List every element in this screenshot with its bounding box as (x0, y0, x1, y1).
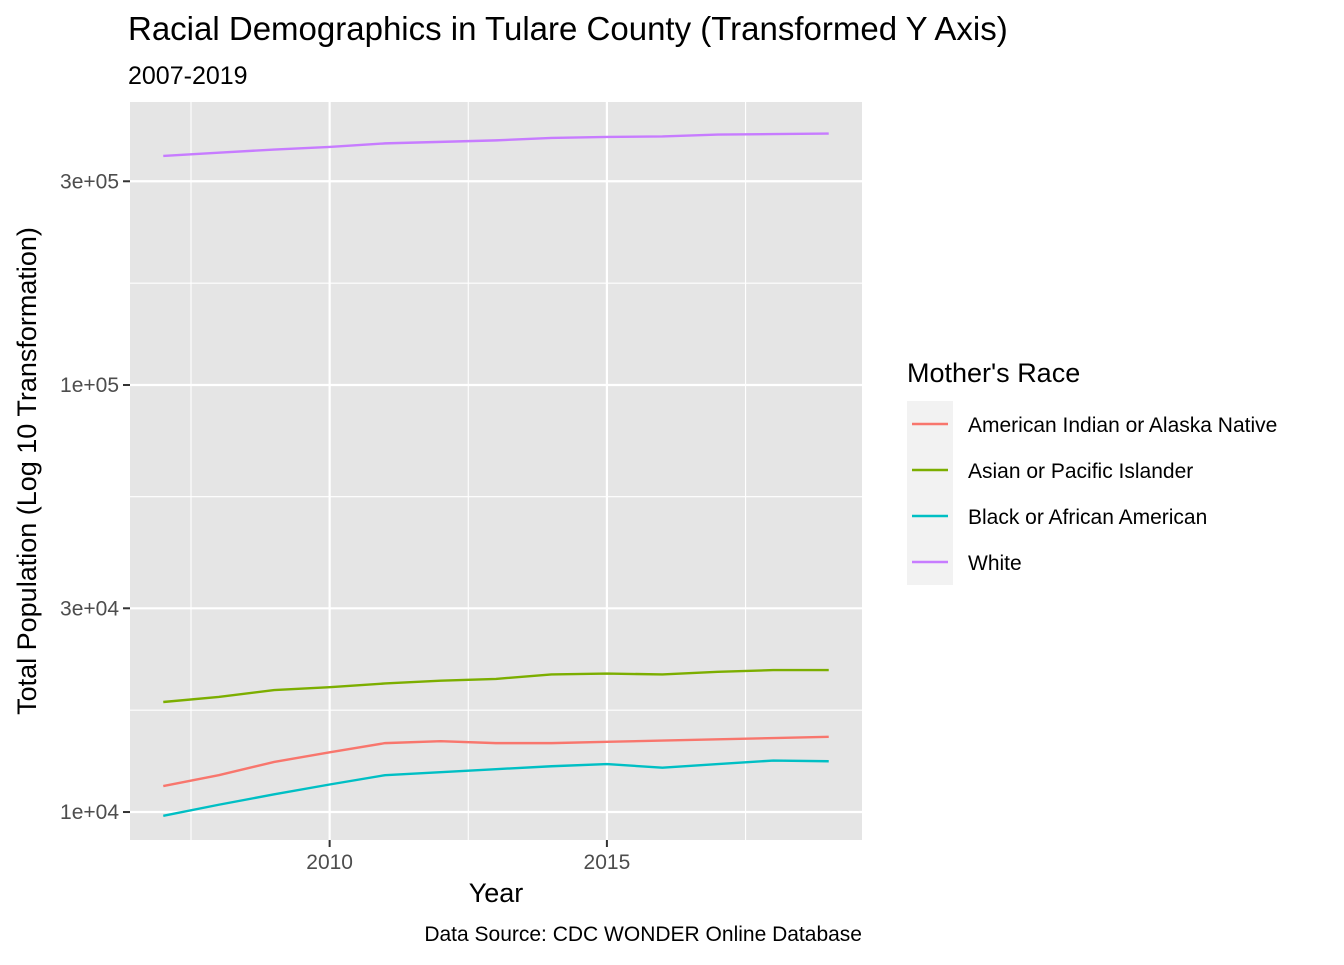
x-axis-title: Year (469, 878, 524, 908)
x-tick-label: 2015 (584, 851, 631, 874)
series-line-1 (163, 668, 829, 704)
chart-title: Racial Demographics in Tulare County (Tr… (128, 10, 1008, 47)
series-line-3 (163, 132, 829, 158)
series-line-2 (163, 759, 829, 817)
grid-minor (130, 102, 862, 840)
chart-caption: Data Source: CDC WONDER Online Database (424, 923, 862, 946)
legend: Mother's Race American Indian or Alaska … (907, 358, 1277, 585)
y-tick-label: 1e+05 (60, 374, 119, 397)
x-tick-label: 2010 (306, 851, 353, 874)
series-layer (163, 132, 829, 817)
chart-subtitle: 2007-2019 (128, 62, 248, 90)
y-tick-label: 1e+04 (60, 801, 119, 824)
grid-major (130, 102, 862, 840)
legend-item-label: Black or African American (968, 506, 1207, 529)
legend-item-label: American Indian or Alaska Native (968, 414, 1277, 437)
legend-item-label: White (968, 552, 1022, 575)
y-axis-title: Total Population (Log 10 Transformation) (12, 227, 42, 715)
legend-keys-background (907, 401, 953, 585)
legend-title: Mother's Race (907, 358, 1080, 388)
y-tick-label: 3e+05 (60, 170, 119, 193)
y-axis: 1e+04 3e+04 1e+05 3e+05 (60, 170, 130, 824)
x-axis: 2010 2015 (306, 840, 630, 874)
series-line-0 (163, 735, 829, 788)
plot-panel (130, 102, 862, 840)
y-tick-label: 3e+04 (60, 597, 119, 620)
legend-item-label: Asian or Pacific Islander (968, 460, 1193, 483)
legend-items: American Indian or Alaska Native Asian or… (912, 414, 1277, 575)
